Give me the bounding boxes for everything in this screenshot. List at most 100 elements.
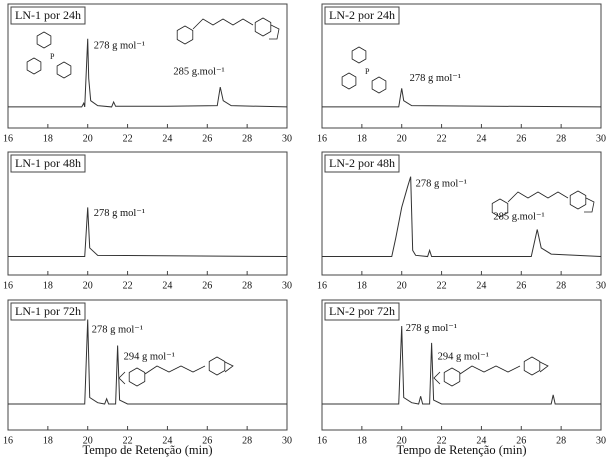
x-tick-label: 30: [596, 280, 606, 291]
peak-annotation: 294 g mol⁻¹: [438, 352, 489, 363]
x-tick-label: 22: [123, 280, 133, 291]
molecule-sketch: [192, 18, 254, 30]
x-tick-label: 26: [202, 280, 212, 291]
panel-title: LN-1 por 48h: [15, 156, 81, 170]
x-tick-label: 28: [556, 280, 566, 291]
x-tick-label: 30: [282, 280, 292, 291]
x-tick-label: 20: [83, 133, 93, 144]
panel-title-box: [324, 154, 400, 173]
molecule-sketch: [523, 356, 541, 376]
x-tick-label: 26: [516, 280, 526, 291]
chromatogram-trace: [322, 325, 601, 405]
x-tick-label: 20: [83, 435, 93, 446]
panel-frame: [321, 299, 602, 431]
panel-title: LN-2 por 72h: [329, 304, 395, 318]
panel-title: LN-2 por 24h: [329, 8, 395, 22]
panel-frame: [7, 151, 288, 276]
x-tick-label: 24: [476, 133, 486, 144]
x-tick-label: 16: [3, 133, 13, 144]
x-tick-label: 30: [596, 435, 606, 446]
x-tick-label: 24: [476, 280, 486, 291]
molecule-sketch: [539, 361, 549, 373]
x-tick-label: 30: [596, 133, 606, 144]
molecule-sketch: [128, 367, 146, 387]
molecule-sketch: [118, 371, 126, 385]
x-axis-title: Tempo de Retenção (min): [397, 443, 527, 457]
x-tick-label: 20: [397, 435, 407, 446]
x-tick-label: 22: [437, 133, 447, 144]
panel-title: LN-2 por 48h: [329, 156, 395, 170]
molecule-sketch: [254, 17, 272, 37]
molecule-sketch: [144, 365, 206, 375]
molecule-sketch: [269, 24, 280, 40]
x-tick-label: 20: [397, 280, 407, 291]
molecule-sketch: [491, 198, 509, 218]
molecule-sketch: [584, 197, 595, 213]
x-tick-label: 16: [317, 133, 327, 144]
peak-annotation: 278 g mol⁻¹: [94, 208, 145, 219]
molecule-sketch: [341, 72, 357, 90]
molecule-sketch: [176, 25, 194, 45]
molecule-sketch: [443, 367, 461, 387]
molecule-sketch: [507, 191, 569, 203]
x-tick-label: 24: [162, 435, 172, 446]
x-tick-label: 22: [437, 435, 447, 446]
x-tick-label: 26: [516, 435, 526, 446]
molecule-sketch: [56, 61, 72, 79]
atom-label: P: [50, 52, 55, 61]
x-tick-label: 16: [317, 280, 327, 291]
x-tick-label: 26: [202, 133, 212, 144]
molecule-sketch: [569, 190, 587, 210]
peak-annotation: 278 g mol⁻¹: [410, 73, 461, 84]
panel-title: LN-1 por 24h: [15, 8, 81, 22]
chromatogram-trace: [8, 38, 288, 108]
molecule-sketch: [459, 365, 521, 375]
chromatogram-trace: [322, 88, 602, 108]
x-tick-label: 18: [43, 133, 53, 144]
x-tick-label: 22: [123, 133, 133, 144]
x-tick-label: 18: [43, 435, 53, 446]
molecule-sketch: [36, 31, 52, 49]
x-tick-label: 30: [282, 435, 292, 446]
x-tick-label: 30: [282, 133, 292, 144]
x-tick-label: 18: [357, 280, 367, 291]
panel-title: LN-1 por 72h: [15, 304, 81, 318]
peak-annotation: 278 g mol⁻¹: [92, 324, 143, 335]
molecule-sketch: [371, 76, 387, 94]
x-tick-label: 18: [43, 280, 53, 291]
panel-frame: [321, 151, 602, 276]
chromatogram-trace: [8, 207, 288, 258]
x-tick-label: 24: [162, 133, 172, 144]
peak-annotation: 278 g mol⁻¹: [416, 178, 467, 189]
molecule-sketch: [224, 361, 234, 373]
molecule-sketch: [351, 46, 367, 64]
x-tick-label: 18: [357, 133, 367, 144]
peak-annotation: 285 g.mol⁻¹: [493, 212, 544, 223]
panel-frame: [7, 299, 288, 431]
panel-title-box: [324, 6, 400, 25]
molecule-sketch: [208, 356, 226, 376]
x-tick-label: 16: [3, 280, 13, 291]
x-tick-label: 28: [242, 280, 252, 291]
x-tick-label: 24: [162, 280, 172, 291]
x-tick-label: 20: [397, 133, 407, 144]
panel-title-box: [324, 302, 400, 321]
x-tick-label: 24: [476, 435, 486, 446]
peak-annotation: 285 g.mol⁻¹: [173, 67, 224, 78]
panel-frame: [7, 3, 288, 129]
peak-annotation: 278 g mol⁻¹: [406, 323, 457, 334]
panel-frame: [321, 3, 602, 129]
x-tick-label: 28: [556, 133, 566, 144]
x-tick-label: 26: [202, 435, 212, 446]
x-tick-label: 22: [437, 280, 447, 291]
molecule-sketch: [26, 57, 42, 75]
peak-annotation: 278 g mol⁻¹: [94, 41, 145, 52]
molecule-sketch: [433, 371, 441, 385]
x-tick-label: 28: [556, 435, 566, 446]
atom-label: P: [365, 67, 370, 76]
x-tick-label: 28: [242, 435, 252, 446]
x-tick-label: 22: [123, 435, 133, 446]
panel-title-box: [10, 302, 86, 321]
panel-title-box: [10, 6, 86, 25]
